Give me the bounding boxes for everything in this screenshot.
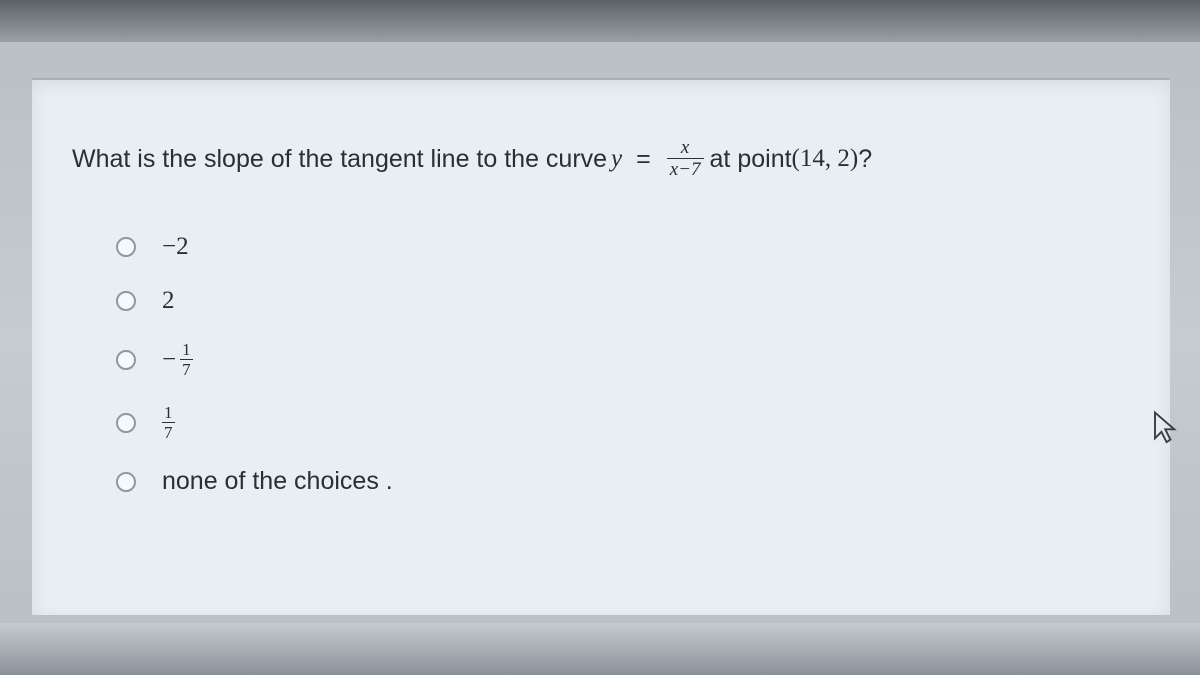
answer-option-4[interactable]: 1 7: [116, 404, 1130, 441]
radio-icon[interactable]: [116, 350, 136, 370]
answer-list: −2 2 − 1 7 1 7: [72, 233, 1130, 496]
radio-icon[interactable]: [116, 413, 136, 433]
answer-5-value: none of the choices .: [162, 467, 393, 496]
answer-2-value: 2: [162, 287, 175, 315]
answer-option-1[interactable]: −2: [116, 233, 1130, 261]
question-prefix: What is the slope of the tangent line to…: [72, 144, 607, 174]
question-suffix: ?: [858, 144, 872, 174]
cursor-icon: [1150, 410, 1178, 446]
answer-option-2[interactable]: 2: [116, 287, 1130, 315]
answer-3-content: − 1 7: [162, 341, 193, 378]
answer-1-content: −2: [162, 233, 189, 261]
answer-2-content: 2: [162, 287, 175, 315]
answer-3-den: 7: [180, 359, 193, 378]
answer-4-den: 7: [162, 422, 175, 441]
answer-option-3[interactable]: − 1 7: [116, 341, 1130, 378]
quiz-panel: What is the slope of the tangent line to…: [32, 78, 1170, 615]
answer-3-fraction: 1 7: [180, 341, 193, 378]
radio-icon[interactable]: [116, 237, 136, 257]
lhs-var: y: [611, 144, 622, 174]
answer-5-content: none of the choices .: [162, 467, 393, 496]
answer-4-num: 1: [162, 404, 175, 422]
equation-fraction: x x−7: [667, 138, 704, 179]
radio-icon[interactable]: [116, 472, 136, 492]
answer-3-neg: −: [162, 346, 176, 374]
photo-edge-top: [0, 0, 1200, 42]
radio-icon[interactable]: [116, 291, 136, 311]
answer-option-5[interactable]: none of the choices .: [116, 467, 1130, 496]
question-text: What is the slope of the tangent line to…: [72, 138, 1130, 179]
question-point: (14, 2): [792, 144, 859, 174]
equals-sign: =: [636, 144, 651, 174]
fraction-denominator: x−7: [667, 158, 704, 179]
answer-4-content: 1 7: [162, 404, 175, 441]
fraction-numerator: x: [678, 138, 692, 158]
answer-1-value: −2: [162, 233, 189, 261]
photo-edge-bottom: [0, 623, 1200, 675]
answer-3-num: 1: [180, 341, 193, 359]
answer-4-fraction: 1 7: [162, 404, 175, 441]
question-mid: at point: [710, 144, 792, 174]
